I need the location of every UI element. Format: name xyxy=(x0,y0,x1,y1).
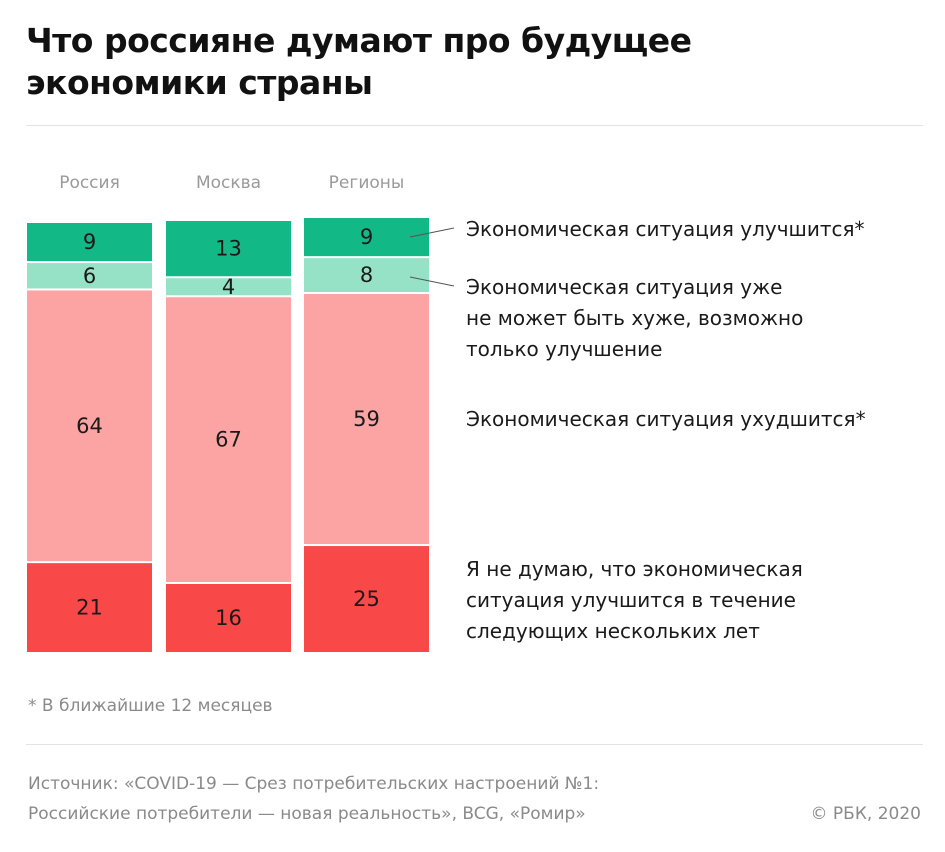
source-note: Источник: «COVID-19 — Срез потребительск… xyxy=(28,769,768,829)
bar-segment-0-2 xyxy=(27,290,152,562)
bar-value-label-1-2: 67 xyxy=(215,428,242,452)
source-line-2: Российские потребители — новая реальност… xyxy=(28,804,586,824)
bar-value-label-2-0: 9 xyxy=(360,225,373,249)
bar-value-label-0-1: 6 xyxy=(83,264,96,288)
bar-value-label-1-0: 13 xyxy=(215,237,242,261)
chart-title: Что россияне думают про будущее экономик… xyxy=(26,20,926,104)
copyright: © РБК, 2020 xyxy=(810,804,921,824)
legend-label-3: Я не думаю, что экономическая ситуация ул… xyxy=(466,557,803,643)
bar-value-label-0-2: 64 xyxy=(76,414,103,438)
bar-segment-0-1 xyxy=(27,263,152,289)
bar-segment-1-3 xyxy=(166,584,291,652)
bar-segment-1-2 xyxy=(166,297,291,582)
category-label-2: Регионы xyxy=(329,173,405,193)
bar-segment-2-3 xyxy=(304,546,429,652)
bar-value-label-0-0: 9 xyxy=(83,230,96,254)
chart-title-line-2: экономики страны xyxy=(26,63,373,102)
bar-segment-2-1 xyxy=(304,258,429,293)
bar-value-label-1-3: 16 xyxy=(215,606,242,630)
legend-label-2: Экономическая ситуация ухудшится* xyxy=(466,407,866,431)
bar-segment-1-0 xyxy=(166,221,291,277)
category-label-0: Россия xyxy=(59,173,120,193)
legend-label-1: Экономическая ситуация уже не может быть … xyxy=(466,275,803,361)
bar-segment-2-0 xyxy=(304,218,429,257)
bar-value-label-2-3: 25 xyxy=(353,587,380,611)
footnote: * В ближайшие 12 месяцев xyxy=(28,696,273,716)
bottom-divider xyxy=(26,744,923,745)
top-divider xyxy=(26,125,923,126)
bar-value-label-2-2: 59 xyxy=(353,407,380,431)
stacked-bar-chart: Россия 9 6 64 21 Москва 13 4 67 16 Регионы 9 8 59 25 Эк… xyxy=(27,173,866,652)
category-label-1: Москва xyxy=(196,173,261,193)
bar-segment-0-0 xyxy=(27,223,152,262)
legend-label-0: Экономическая ситуация улучшится* xyxy=(466,217,865,241)
bar-segment-2-2 xyxy=(304,294,429,545)
chart-title-line-1: Что россияне думают про будущее xyxy=(26,21,692,60)
legend-connector-1 xyxy=(409,276,455,287)
bar-segment-0-3 xyxy=(27,563,152,652)
bar-value-label-2-1: 8 xyxy=(360,263,373,287)
bar-segment-1-1 xyxy=(166,278,291,296)
bar-value-label-0-3: 21 xyxy=(76,596,103,620)
bar-value-label-1-1: 4 xyxy=(222,275,235,299)
source-line-1: Источник: «COVID-19 — Срез потребительск… xyxy=(28,774,600,794)
legend-connector-0 xyxy=(409,227,455,238)
